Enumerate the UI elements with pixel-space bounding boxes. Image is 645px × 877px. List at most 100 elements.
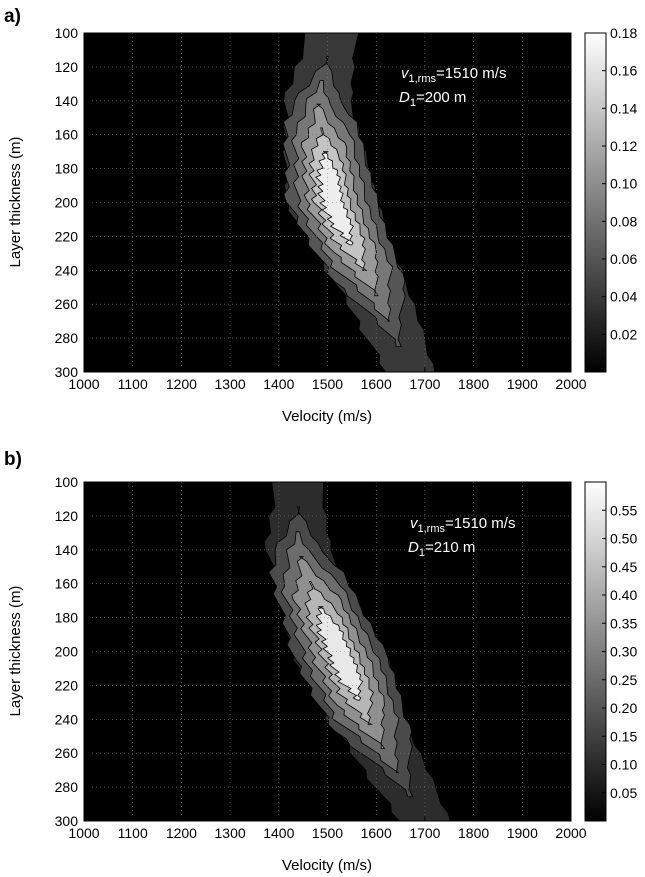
colorbar-tick-label: 0.04 (610, 289, 637, 305)
x-tick-label: 1000 (68, 825, 99, 841)
annotation-d-value: =210 m (425, 539, 475, 556)
panel-a-grid (84, 33, 571, 372)
y-tick-label: 220 (55, 228, 79, 244)
colorbar-tick-label: 0.10 (610, 176, 637, 192)
panel-a: a) 1000 1100 1200 1300 1400 1500 1600 1700 1800 1… (4, 6, 637, 425)
panel-b-colorbar-ticks: 0.55 0.50 0.45 0.40 0.35 0.30 0.25 0.20 0.15 0.10… (602, 502, 637, 801)
colorbar-tick-label: 0.20 (610, 700, 637, 716)
x-tick-label: 1500 (312, 825, 343, 841)
y-tick-label: 200 (55, 644, 79, 660)
panel-b: b) 1000 1100 1200 1300 1400 1500 1600 1700 1800 1… (4, 449, 637, 874)
y-tick-label: 180 (55, 610, 79, 626)
colorbar-tick-label: 0.14 (610, 100, 637, 116)
colorbar-tick-label: 0.05 (610, 785, 637, 801)
y-tick-label: 280 (55, 330, 79, 346)
x-tick-label: 1000 (68, 376, 99, 392)
panel-b-grid (84, 482, 571, 821)
annotation-d-subscript: 1 (410, 97, 416, 109)
colorbar-tick-label: 0.50 (610, 531, 637, 547)
colorbar-tick-label: 0.06 (610, 251, 637, 267)
y-tick-label: 240 (55, 262, 79, 278)
x-tick-label: 1800 (458, 825, 489, 841)
colorbar-tick-label: 0.45 (610, 559, 637, 575)
y-tick-label: 100 (55, 474, 79, 490)
x-tick-label: 1300 (215, 825, 246, 841)
y-tick-label: 120 (55, 59, 79, 75)
colorbar-tick-label: 0.55 (610, 502, 637, 518)
y-tick-label: 300 (55, 813, 79, 829)
colorbar-tick-label: 0.16 (610, 63, 637, 79)
y-tick-label: 180 (55, 161, 79, 177)
y-tick-label: 160 (55, 576, 79, 592)
panel-b-xlabel: Velocity (m/s) (282, 857, 372, 874)
panel-b-label: b) (4, 449, 22, 470)
panel-a-colorbar (584, 32, 607, 373)
panel-b-annotation-velocity: v1,rms=1510 m/s (410, 515, 515, 535)
annotation-d-subscript: 1 (419, 547, 425, 559)
annotation-v-subscript: 1,rms (409, 73, 437, 85)
x-tick-label: 1100 (118, 825, 148, 841)
y-tick-label: 140 (55, 93, 79, 109)
x-tick-label: 1600 (361, 825, 392, 841)
panel-b-annotation-depth: D1=210 m (408, 539, 475, 559)
annotation-v-value: =1510 m/s (445, 515, 515, 532)
x-tick-label: 1900 (507, 376, 538, 392)
annotation-v-subscript: 1,rms (418, 523, 446, 535)
annotation-d-value: =200 m (416, 89, 466, 106)
y-tick-label: 260 (55, 296, 79, 312)
colorbar-tick-label: 0.18 (610, 25, 637, 41)
colorbar-tick-label: 0.30 (610, 644, 637, 660)
colorbar-tick-label: 0.12 (610, 138, 637, 154)
panel-a-colorbar-ticks: 0.18 0.16 0.14 0.12 0.10 0.08 0.06 0.04 0.02 (602, 25, 637, 342)
colorbar-tick-label: 0.02 (610, 326, 637, 342)
colorbar-tick-label: 0.35 (610, 615, 637, 631)
x-tick-label: 1400 (263, 376, 294, 392)
annotation-v-symbol: v (401, 65, 410, 82)
panel-a-ylabel: Layer thickness (m) (7, 137, 24, 268)
panel-b-ylabel: Layer thickness (m) (7, 586, 24, 717)
x-tick-label: 1800 (458, 376, 489, 392)
y-tick-label: 280 (55, 779, 79, 795)
y-tick-label: 160 (55, 127, 79, 143)
annotation-d-symbol: D (399, 89, 410, 106)
x-tick-label: 1200 (166, 376, 197, 392)
contour-level-6 (315, 151, 354, 246)
x-tick-label: 1900 (507, 825, 538, 841)
colorbar-tick-label: 0.08 (610, 213, 637, 229)
y-tick-label: 120 (55, 508, 79, 524)
y-tick-label: 240 (55, 711, 79, 727)
panel-a-x-ticks: 1000 1100 1200 1300 1400 1500 1600 1700 1800 1900… (68, 367, 587, 392)
y-tick-label: 100 (55, 25, 79, 41)
x-tick-label: 2000 (555, 376, 586, 392)
panel-a-annotation-depth: D1=200 m (399, 89, 466, 109)
x-tick-label: 1300 (215, 376, 246, 392)
panel-b-y-ticks: 100 120 140 160 180 200 220 240 260 280 300 (55, 474, 89, 829)
y-tick-label: 220 (55, 677, 79, 693)
colorbar-tick-label: 0.15 (610, 728, 637, 744)
panel-b-contours (263, 481, 451, 822)
x-tick-label: 1100 (118, 376, 148, 392)
contour-level-6 (315, 606, 364, 701)
panel-b-axes-frame (83, 481, 572, 822)
colorbar-tick-label: 0.25 (610, 672, 637, 688)
y-tick-label: 140 (55, 542, 79, 558)
panel-a-xlabel: Velocity (m/s) (282, 408, 372, 425)
x-tick-label: 2000 (555, 825, 586, 841)
x-tick-label: 1400 (263, 825, 294, 841)
annotation-v-value: =1510 m/s (436, 65, 506, 82)
colorbar-tick-label: 0.40 (610, 587, 637, 603)
panel-a-y-ticks: 100 120 140 160 180 200 220 240 260 280 300 (55, 25, 89, 380)
panel-a-contours (282, 32, 436, 373)
panel-a-label: a) (4, 6, 21, 27)
x-tick-label: 1700 (409, 376, 440, 392)
x-tick-label: 1500 (312, 376, 343, 392)
x-tick-label: 1600 (361, 376, 392, 392)
annotation-d-symbol: D (408, 539, 419, 556)
colorbar-tick-label: 0.10 (610, 757, 637, 773)
x-tick-label: 1700 (409, 825, 440, 841)
y-tick-label: 200 (55, 195, 79, 211)
y-tick-label: 300 (55, 364, 79, 380)
panel-a-annotation-velocity: v1,rms=1510 m/s (401, 65, 506, 85)
panel-a-axes-frame (83, 32, 572, 373)
